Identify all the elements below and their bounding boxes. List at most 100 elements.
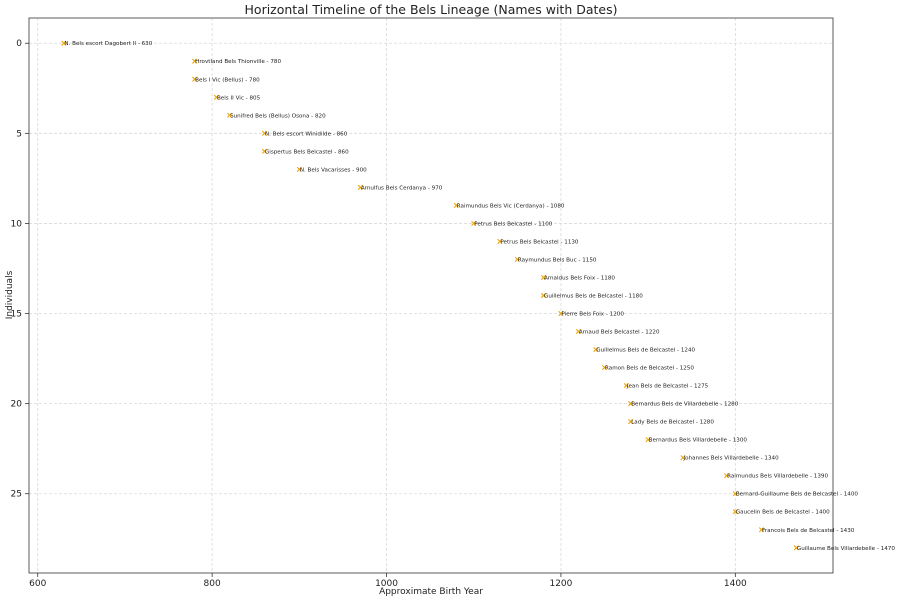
x-marker — [645, 437, 651, 443]
point-label: Bels I Vic (Bellus) - 780 — [195, 77, 260, 83]
data-point: Johannes Bels Villardebelle - 1340 — [680, 455, 780, 462]
x-marker — [192, 76, 198, 82]
data-point: Arnaldus Bels Foix - 1180 — [540, 274, 615, 281]
data-point: Raimundus Bels Villardebelle - 1390 — [724, 473, 828, 480]
point-label: Bernardus Bels Villardebelle - 1300 — [649, 438, 748, 444]
data-point: Lady Bels de Belcastel - 1280 — [628, 419, 714, 426]
point-label: Lady Bels de Belcastel - 1280 — [631, 420, 714, 426]
point-label: Gispertus Bels Belcastel - 860 — [265, 149, 349, 155]
plot-frame — [28, 17, 834, 574]
x-marker — [623, 383, 629, 389]
point-label: N. Bels escort Winidilde - 860 — [265, 131, 348, 137]
point-label: Guillelmus Bels de Belcastel - 1240 — [596, 348, 695, 354]
x-marker — [296, 166, 302, 172]
x-tick-label: 1200 — [549, 579, 572, 589]
data-point: Arnaud Bels Belcastel - 1220 — [575, 328, 660, 336]
data-point: Raimundus Bels Vic (Cerdanya) - 1080 — [453, 202, 565, 209]
x-marker — [628, 419, 634, 425]
data-point: Sunifred Bels (Bellus) Osona - 820 — [226, 112, 326, 119]
data-point: Bels II Vic - 805 — [213, 94, 261, 101]
data-point: Jean Bels de Belcastel - 1275 — [623, 383, 709, 390]
y-tick-label: 5 — [16, 129, 22, 139]
x-marker — [540, 274, 547, 281]
point-label: Petrus Bels Belcastel - 1100 — [474, 221, 553, 227]
point-label: N. Bels Vacarisses - 900 — [300, 167, 367, 173]
x-marker — [593, 346, 599, 353]
y-tick-label: 10 — [11, 219, 23, 229]
y-axis-label: Individuals — [5, 270, 15, 319]
point-label: Arnaud Bels Belcastel - 1220 — [579, 330, 660, 336]
point-label: Raymundus Bels Buc - 1150 — [518, 257, 597, 263]
point-label: Francois Bels de Belcastel - 1430 — [762, 528, 855, 534]
data-point: Hrovtland Bels Thionville - 780 — [192, 58, 281, 65]
data-points: N. Bels escort Dagobert II - 630 Hrovtlan… — [61, 40, 895, 552]
x-marker — [540, 292, 547, 299]
point-label: Bels II Vic - 805 — [217, 95, 261, 101]
x-marker — [732, 509, 738, 515]
y-tick-label: 20 — [11, 400, 23, 410]
y-tick-label: 0 — [16, 39, 22, 49]
chart-title: Horizontal Timeline of the Bels Lineage … — [245, 2, 618, 17]
point-label: Arnulfus Bels Cerdanya - 970 — [361, 185, 443, 191]
data-point: N. Bels escort Dagobert II - 630 — [61, 40, 153, 47]
point-label: Arnaldus Bels Foix - 1180 — [544, 275, 615, 281]
data-point: Bernardus Bels Villardebelle - 1300 — [645, 437, 748, 444]
x-marker — [226, 112, 233, 118]
point-label: Ramon Bels de Belcastel - 1250 — [605, 366, 694, 372]
x-marker — [575, 328, 581, 335]
point-label: Guillelmus Bels de Belcastel - 1180 — [544, 294, 643, 300]
point-label: Raimundus Bels Vic (Cerdanya) - 1080 — [457, 203, 565, 209]
x-marker — [497, 238, 503, 245]
data-point: Petrus Bels Belcastel - 1100 — [471, 220, 553, 227]
x-marker — [514, 256, 520, 263]
x-marker — [192, 58, 198, 64]
data-point: Bels I Vic (Bellus) - 780 — [192, 76, 260, 83]
data-point: Bernardus Bels de Villardebelle - 1280 — [628, 401, 739, 408]
x-marker — [724, 473, 730, 479]
data-point: Francois Bels de Belcastel - 1430 — [758, 527, 855, 534]
data-point: Ramon Bels de Belcastel - 1250 — [601, 364, 694, 372]
x-tick-label: 1400 — [724, 579, 747, 589]
data-point: Petrus Bels Belcastel - 1130 — [497, 238, 579, 245]
x-tick-label: 800 — [204, 579, 221, 589]
axes: 600 800 1000 1200 1400 0 5 10 15 20 25 — [11, 17, 834, 589]
point-label: N. Bels escort Dagobert II - 630 — [64, 41, 152, 47]
x-marker — [558, 310, 564, 317]
point-label: Hrovtland Bels Thionville - 780 — [195, 59, 281, 65]
data-point: Raymundus Bels Buc - 1150 — [514, 256, 597, 263]
x-axis-label: Approximate Birth Year — [379, 587, 483, 597]
x-marker — [628, 401, 634, 407]
data-point: N. Bels Vacarisses - 900 — [296, 166, 367, 173]
x-tick-label: 1000 — [375, 579, 398, 589]
x-marker — [261, 130, 268, 136]
data-point: Gispertus Bels Belcastel - 860 — [261, 148, 349, 155]
point-label: Johannes Bels Villardebelle - 1340 — [683, 456, 780, 462]
x-marker — [261, 148, 268, 154]
point-label: Pierre Bels Foix - 1200 — [561, 312, 624, 318]
data-point: Guillelmus Bels de Belcastel - 1240 — [593, 346, 696, 354]
x-marker — [213, 94, 220, 100]
data-point: Guillaume Bels Villardebelle - 1470 — [793, 545, 895, 552]
x-marker — [453, 202, 459, 208]
data-point: Gaucelin Bels de Belcastel - 1400 — [732, 509, 830, 516]
x-marker — [357, 184, 363, 190]
data-point: Guillelmus Bels de Belcastel - 1180 — [540, 292, 643, 300]
y-tick-label: 25 — [11, 490, 22, 500]
point-label: Bernard-Guillaume Bels de Belcastel - 14… — [736, 492, 859, 498]
data-point: N. Bels escort Winidilde - 860 — [261, 130, 348, 137]
x-marker — [61, 40, 67, 46]
x-marker — [758, 527, 765, 533]
point-label: Guillaume Bels Villardebelle - 1470 — [797, 546, 895, 552]
grid-lines — [29, 18, 833, 573]
data-point: Pierre Bels Foix - 1200 — [558, 310, 624, 318]
x-marker — [680, 455, 686, 461]
data-point: Bernard-Guillaume Bels de Belcastel - 14… — [732, 491, 859, 498]
x-marker — [793, 545, 799, 551]
x-marker — [601, 364, 608, 371]
data-point: Arnulfus Bels Cerdanya - 970 — [357, 184, 443, 191]
x-marker — [732, 491, 738, 497]
point-label: Jean Bels de Belcastel - 1275 — [626, 384, 709, 390]
x-marker — [471, 220, 477, 227]
x-tick-label: 600 — [29, 579, 46, 589]
